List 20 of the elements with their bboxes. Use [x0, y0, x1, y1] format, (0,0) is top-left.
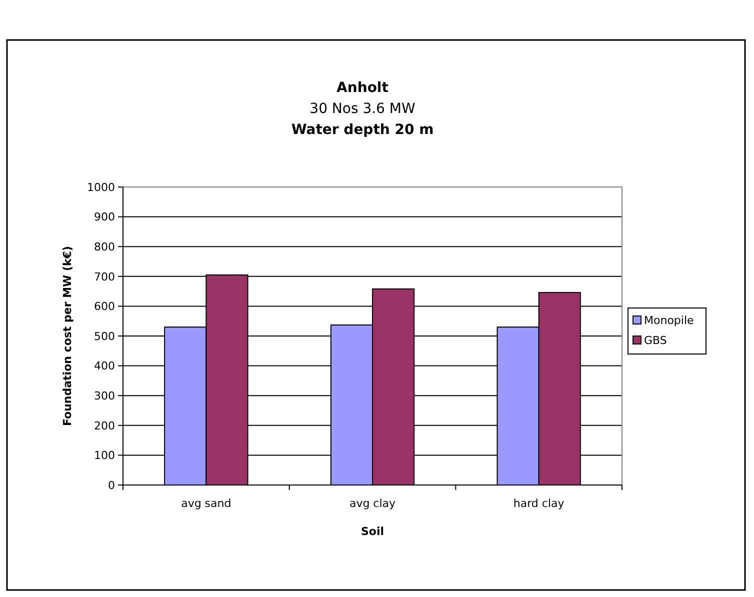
y-tick-label: 700 — [94, 270, 115, 284]
x-tick-label: avg clay — [349, 497, 396, 510]
chart-subtitle: 30 Nos 3.6 MW Water depth 20 m — [291, 101, 434, 138]
y-tick-label: 500 — [94, 330, 115, 343]
y-tick-label: 400 — [94, 360, 115, 373]
x-tick-label: avg sand — [181, 497, 232, 510]
x-axis-title: Soil — [360, 525, 384, 538]
y-tick-label: 800 — [94, 240, 115, 254]
y-tick-label: 300 — [94, 389, 115, 402]
y-tick-label: 1000 — [87, 180, 115, 194]
y-tick-label: 200 — [94, 419, 115, 432]
legend-label: GBS — [644, 334, 667, 347]
chart-title: Anholt — [336, 80, 389, 96]
y-tick-label: 0 — [108, 478, 115, 492]
x-tick-label: hard clay — [513, 497, 565, 510]
y-tick-label: 900 — [94, 210, 115, 224]
y-axis-title: Foundation cost per MW (k€) — [61, 246, 74, 426]
legend-label: Monopile — [644, 314, 694, 327]
y-tick-label: 600 — [94, 300, 115, 314]
y-tick-label: 100 — [94, 449, 115, 462]
